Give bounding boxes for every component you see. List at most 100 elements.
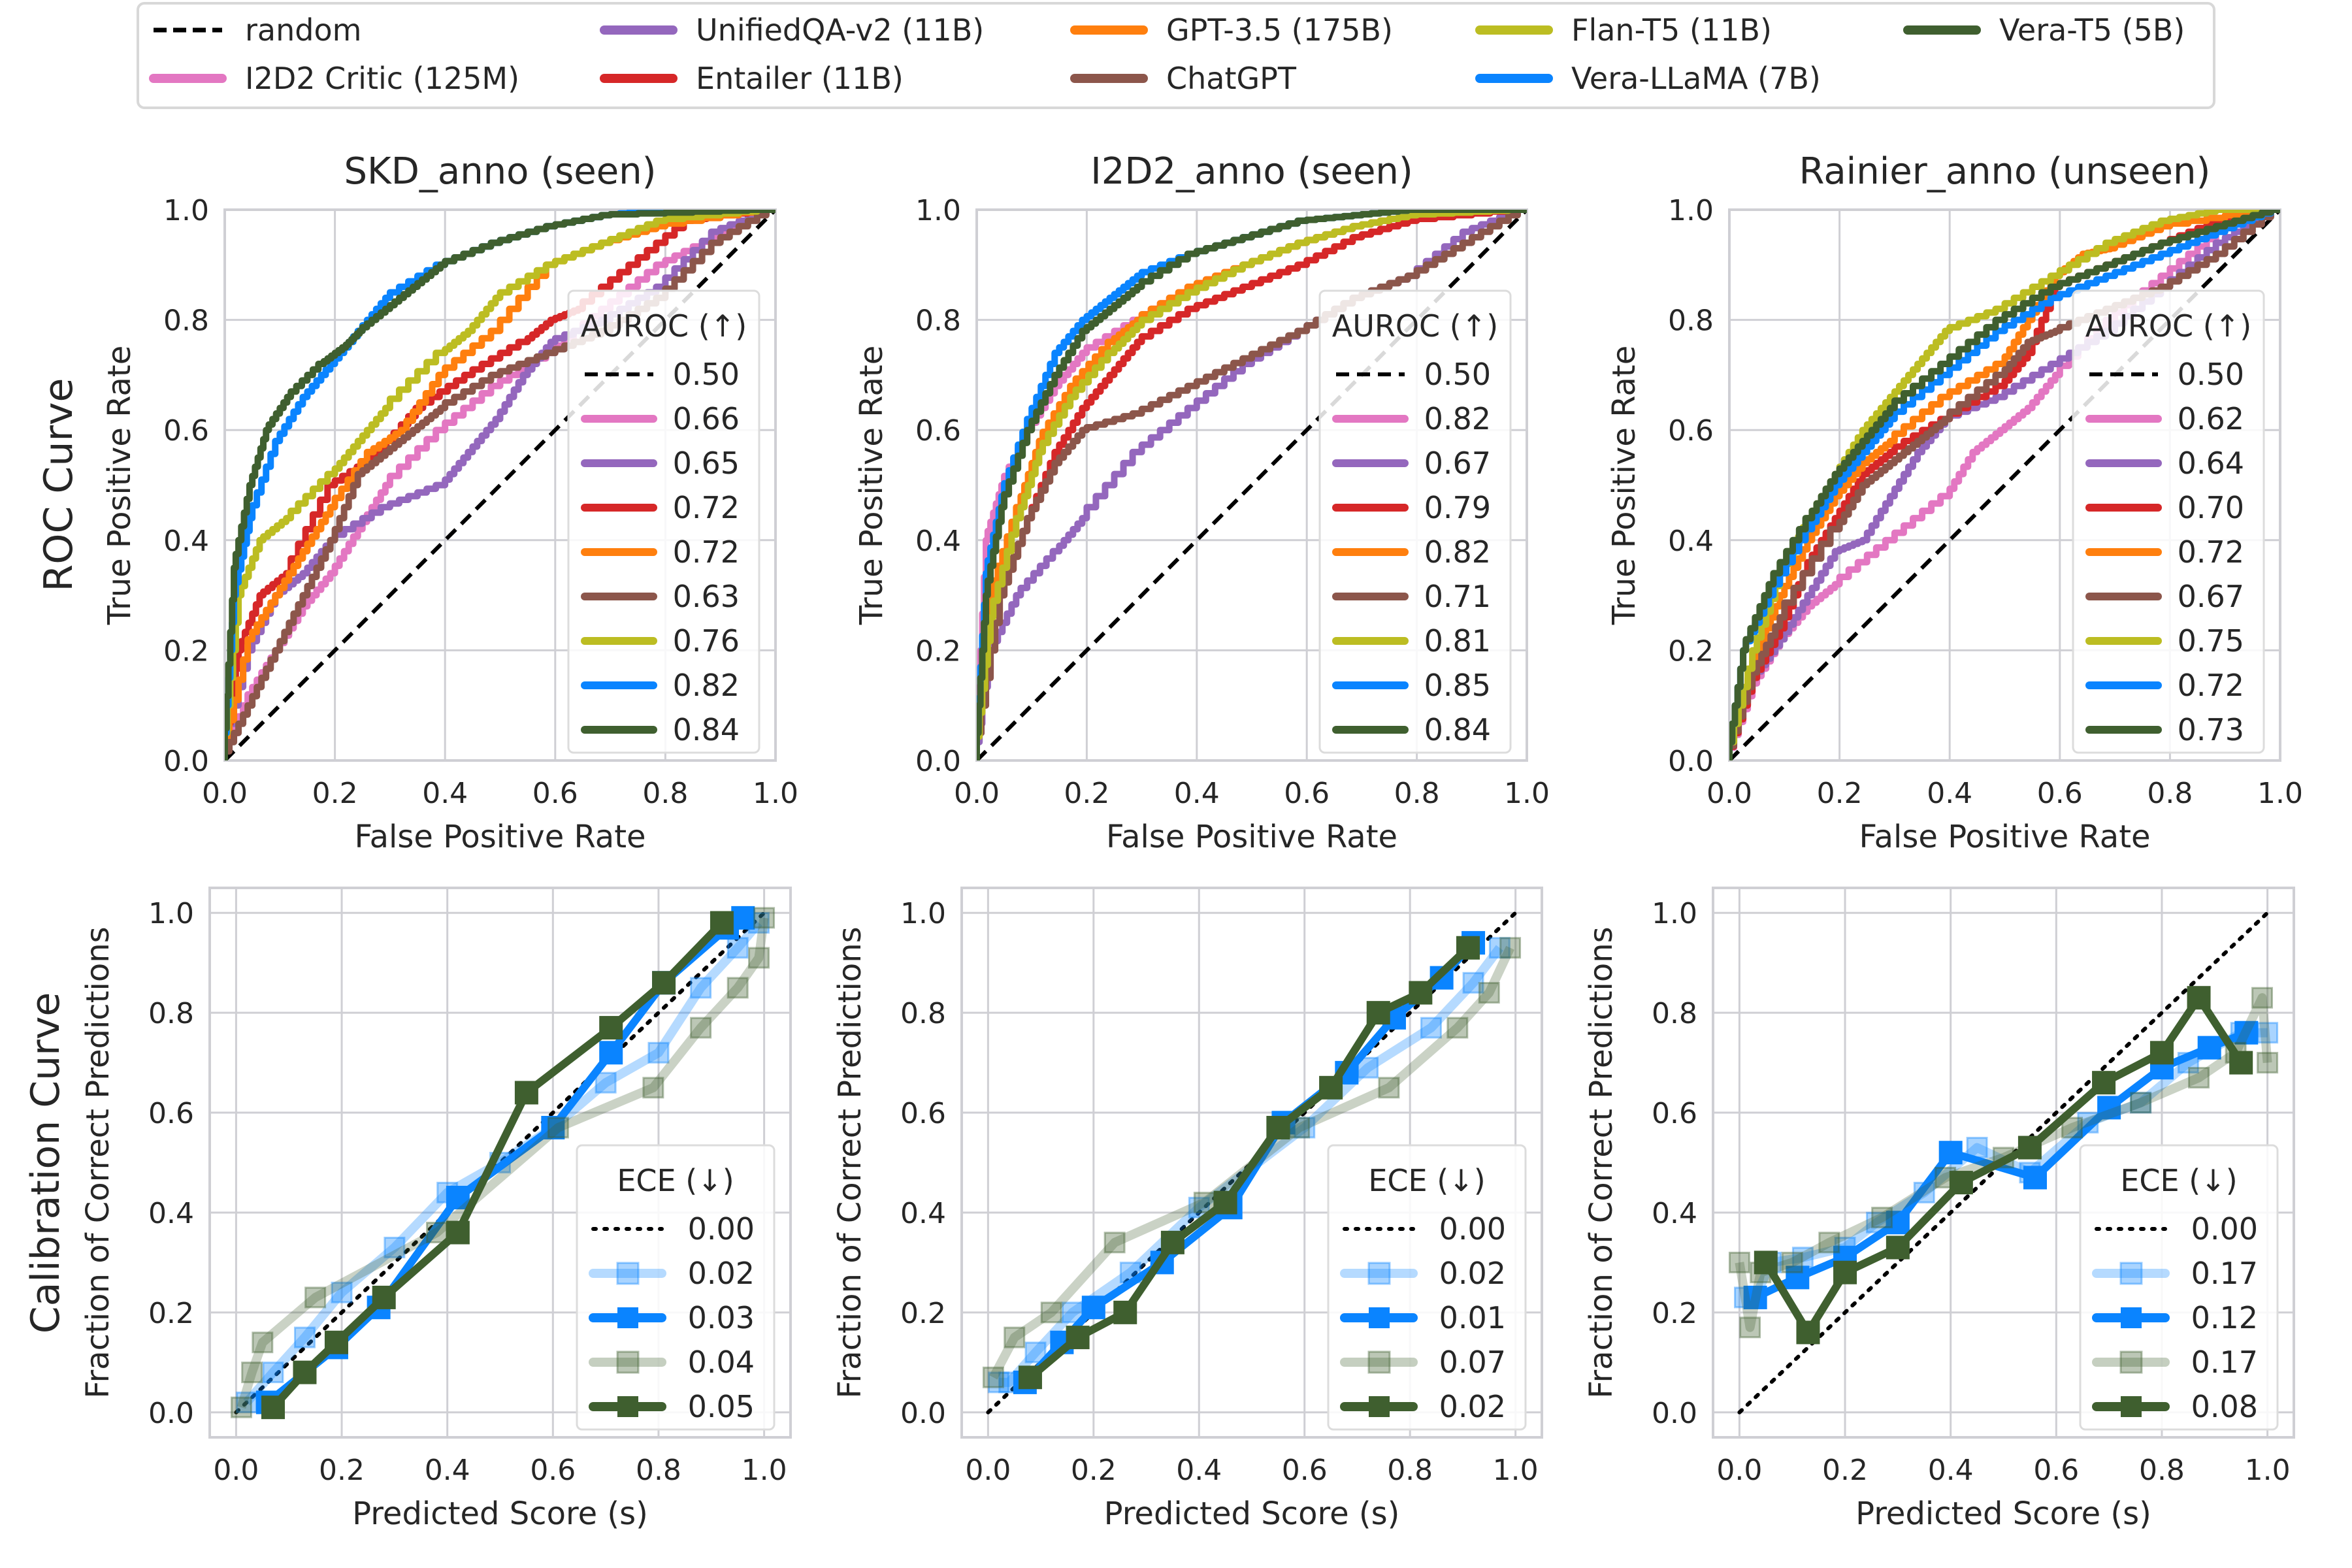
x-tick-label: 1.0 [1504, 777, 1550, 810]
x-tick-label: 1.0 [742, 1454, 787, 1487]
y-tick-label: 0.8 [163, 304, 209, 338]
series-marker [1266, 1115, 1290, 1139]
x-tick-label: 0.4 [1174, 777, 1220, 810]
legend-label: Vera-T5 (5B) [1999, 12, 2185, 48]
panel-legend-item: 0.08 [2092, 1389, 2258, 1424]
panel-legend: AUROC (↑) 0.50 0.62 0.64 0.70 0.72 0.67 0.75 0.7… [2072, 289, 2265, 754]
panel-legend-marker [616, 1350, 640, 1374]
panel-legend-value: 0.82 [1424, 401, 1491, 436]
legend-item-i2d2-critic-125m-: I2D2 Critic (125M) [149, 61, 519, 96]
plot-frame [1712, 887, 2295, 1439]
x-axis-label: Predicted Score (s) [1104, 1495, 1400, 1532]
y-tick-label: 0.0 [1652, 1397, 1697, 1430]
panel-legend-item: 0.82 [1332, 534, 1491, 570]
x-tick-label: 0.6 [2037, 777, 2083, 810]
panel-legend: ECE (↓) 0.00 0.17 0.12 0.17 0.08 [2079, 1144, 2279, 1431]
legend-item-gpt-3-5-175b-: GPT-3.5 (175B) [1070, 12, 1393, 48]
panel-legend-value: 0.63 [673, 579, 740, 614]
series-marker [514, 1081, 538, 1105]
x-tick-label: 1.0 [2257, 777, 2303, 810]
x-tick-label: 1.0 [753, 777, 798, 810]
y-tick-label: 0.2 [1668, 634, 1714, 668]
panel-legend-title: AUROC (↑) [1332, 308, 1498, 344]
series-marker [2149, 1041, 2174, 1065]
panel-legend-marker [2119, 1350, 2143, 1374]
panel-legend-value: 0.82 [673, 668, 740, 703]
legend-label: I2D2 Critic (125M) [245, 61, 519, 96]
series-marker [647, 1041, 670, 1064]
calibration-panel-rainier: 0.0 0.0 0.2 0.2 0.4 0.4 0.6 0.6 0.8 0.8 1.0 1.0 Pred… [1583, 887, 2295, 1532]
panel-legend-item: 0.66 [581, 401, 740, 436]
panel-legend-marker [2121, 1396, 2142, 1417]
y-tick-label: 0.8 [148, 997, 194, 1030]
panel-legend-title: AUROC (↑) [2085, 308, 2251, 344]
panel-legend-value: 0.72 [2178, 534, 2244, 570]
x-tick-label: 0.4 [1927, 777, 1972, 810]
panel-legend-frame [576, 1144, 776, 1431]
panel-legend-item: 0.82 [581, 668, 740, 703]
y-tick-label: 0.8 [1652, 997, 1697, 1030]
series-line-chatgpt [977, 210, 1527, 760]
panel-legend-title: ECE (↓) [617, 1163, 734, 1198]
panel-legend-item: 0.70 [2085, 490, 2244, 525]
panel-legend-value: 0.72 [2178, 668, 2244, 703]
roc-panel-rainier: 0.00.0 0.2 0.2 0.4 0.4 0.6 0.6 0.8 0.8 1.0 1.0 Rain… [1606, 150, 2303, 855]
panel-legend-value: 0.64 [2178, 446, 2244, 481]
series-marker [1499, 937, 1522, 959]
series-line-vera-t5-5b [225, 210, 776, 760]
series-line-flan-t5-11b [225, 210, 776, 760]
series-marker [293, 1360, 317, 1384]
series-marker [1081, 1296, 1105, 1320]
series-marker [595, 1071, 617, 1094]
series-marker [293, 1326, 316, 1348]
series-line-vera-llama-7b [1729, 210, 2280, 760]
legend-item-vera-llama-7b-: Vera-LLaMA (7B) [1475, 61, 1821, 96]
series-marker [2257, 1052, 2279, 1074]
y-tick-label: 0.0 [148, 1397, 194, 1430]
series-marker [2130, 1092, 2152, 1114]
series-marker [731, 906, 755, 930]
panel-legend-value: 0.04 [688, 1345, 755, 1380]
series-marker [1366, 1001, 1390, 1025]
series-line-entailer-11b [225, 210, 776, 760]
panel-legend-value: 0.82 [1424, 534, 1491, 570]
series-line-vera-t5-5b [1762, 994, 2245, 1337]
series-marker [1949, 1171, 1973, 1195]
panel-legend-item: 0.02 [1340, 1256, 1506, 1291]
legend-label: Flan-T5 (11B) [1571, 12, 1772, 48]
series-marker [1456, 936, 1480, 960]
panel-legend-item: 0.00 [2095, 1211, 2258, 1247]
series-marker [331, 1281, 353, 1303]
x-tick-label: 0.0 [1716, 1454, 1762, 1487]
panel-legend-marker [1369, 1396, 1390, 1417]
y-tick-label: 0.6 [163, 414, 209, 448]
series-marker [1004, 1326, 1026, 1348]
series-marker [1818, 1232, 1840, 1254]
series-marker [2023, 1166, 2047, 1190]
series-marker [1113, 1300, 1137, 1324]
series-marker [599, 1016, 623, 1040]
series-marker [1739, 1316, 1761, 1339]
panel-legend-item: 0.04 [589, 1345, 755, 1380]
series-marker [547, 1117, 569, 1139]
series-marker [1103, 1232, 1126, 1254]
series-marker [384, 1236, 406, 1258]
series-marker [304, 1286, 327, 1309]
series-line-vera-t5-5b [977, 210, 1527, 760]
plot-frame [208, 887, 792, 1439]
panel-legend-item: 0.62 [2085, 401, 2244, 436]
panel-legend-value: 0.71 [1424, 579, 1491, 614]
panel-legend-value: 0.17 [2191, 1256, 2258, 1291]
panel-legend-value: 0.12 [2191, 1300, 2258, 1335]
series-marker [1160, 1230, 1184, 1254]
series-marker [1040, 1301, 1062, 1324]
y-tick-label: 0.6 [900, 1097, 946, 1130]
y-tick-label: 0.4 [163, 525, 209, 558]
panel-legend-value: 0.05 [688, 1389, 755, 1424]
series-marker [252, 1331, 274, 1354]
panel-legend-item: 0.67 [2085, 579, 2244, 614]
legend-label: Vera-LLaMA (7B) [1571, 61, 1821, 96]
x-tick-label: 0.8 [636, 1454, 681, 1487]
legend-item-flan-t5-11b-: Flan-T5 (11B) [1475, 12, 1772, 48]
